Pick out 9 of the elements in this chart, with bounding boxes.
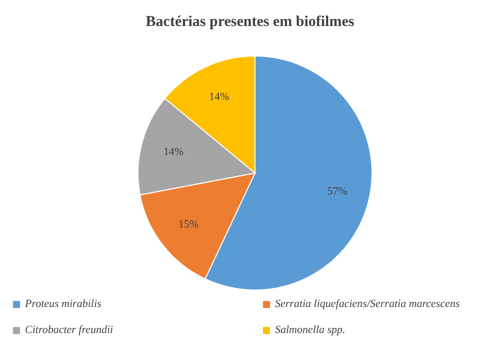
data-label: 14% [163, 146, 184, 158]
legend-label: Serratia liquefaciens/Serratia marcescens [275, 298, 460, 310]
legend-label: Citrobacter freundii [25, 324, 114, 336]
data-label: 15% [178, 218, 199, 231]
legend-label: Proteus mirabilis [25, 298, 102, 310]
data-label: 14% [209, 90, 230, 103]
data-label: 57% [327, 185, 348, 198]
chart-title: Bactérias presentes em biofilmes [144, 14, 356, 31]
legend-label: Salmonella spp. [275, 324, 346, 336]
